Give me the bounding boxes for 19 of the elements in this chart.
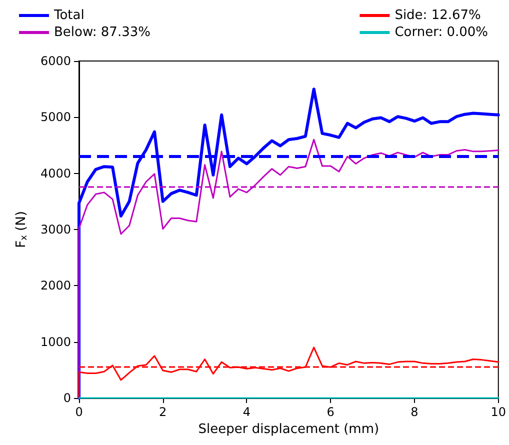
x-tick-label: 6 <box>326 405 334 419</box>
y-tick-label: 0 <box>63 391 71 405</box>
x-tick-label: 10 <box>490 405 506 419</box>
legend-label: Corner: 0.00% <box>394 25 488 40</box>
y-tick-label: 6000 <box>40 54 71 68</box>
legend-label: Total <box>53 8 84 23</box>
y-tick-label: 1000 <box>40 334 71 349</box>
legend-label: Below: 87.33% <box>54 25 150 40</box>
y-axis-title: Fx (N) <box>14 211 30 248</box>
y-tick-label: 5000 <box>40 110 71 124</box>
y-tick-label: 2000 <box>40 278 71 293</box>
y-tick-label: 3000 <box>40 222 71 236</box>
y-tick-label: 4000 <box>40 166 71 180</box>
x-tick-label: 2 <box>159 405 167 419</box>
x-tick-label: 0 <box>75 405 83 419</box>
x-tick-label: 8 <box>410 405 418 419</box>
x-tick-label: 4 <box>242 405 251 419</box>
legend-label: Side: 12.67% <box>394 8 481 23</box>
x-axis-title: Sleeper displacement (mm) <box>198 422 380 437</box>
